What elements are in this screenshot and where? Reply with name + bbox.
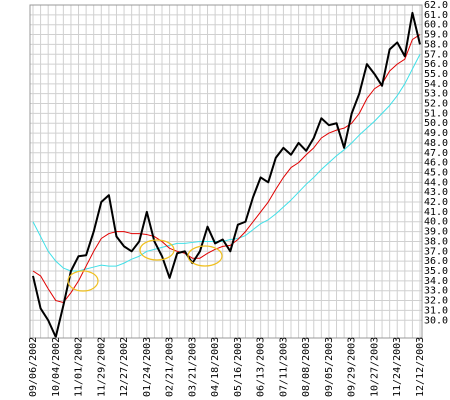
y-tick-label: 47.0 [424, 148, 448, 159]
x-tick-label: 12/27/2002 [119, 337, 130, 397]
x-tick-label: 11/24/2003 [392, 337, 403, 397]
x-tick-label: 02/21/2003 [165, 337, 176, 397]
highlight-ellipse [187, 245, 223, 267]
y-tick-label: 56.0 [424, 59, 448, 70]
y-tick-label: 49.0 [424, 128, 448, 139]
highlight-ellipse [139, 239, 175, 261]
x-tick-label: 09/06/2002 [28, 337, 39, 397]
grid [30, 4, 422, 338]
series-line [32, 11, 421, 339]
y-tick-label: 30.0 [424, 315, 448, 326]
y-tick-label: 52.0 [424, 99, 448, 110]
y-tick-label: 33.0 [424, 286, 448, 297]
y-tick-label: 39.0 [424, 227, 448, 238]
y-tick-label: 46.0 [424, 158, 448, 169]
x-tick-label: 09/29/2003 [347, 337, 358, 397]
x-tick-label: 11/01/2002 [74, 337, 85, 397]
x-tick-label: 12/12/2003 [415, 337, 426, 397]
plot-frame [29, 4, 423, 339]
x-tick-label: 08/08/2003 [301, 337, 312, 397]
x-tick-label: 11/29/2002 [96, 337, 107, 397]
x-tick-label: 10/27/2003 [369, 337, 380, 397]
axis-labels: 30.031.032.033.034.035.036.037.038.039.0… [28, 0, 448, 397]
x-tick-label: 01/24/2003 [142, 337, 153, 397]
y-tick-label: 58.0 [424, 39, 448, 50]
y-tick-label: 31.0 [424, 305, 448, 316]
y-tick-label: 36.0 [424, 256, 448, 267]
y-tick-label: 38.0 [424, 236, 448, 247]
x-tick-label: 03/21/2003 [187, 337, 198, 397]
x-tick-label: 06/13/2003 [256, 337, 267, 397]
highlights [67, 239, 223, 292]
y-tick-label: 40.0 [424, 217, 448, 228]
series-line [32, 54, 421, 272]
x-tick-label: 05/16/2003 [233, 337, 244, 397]
highlight-ellipse [67, 270, 99, 292]
y-tick-label: 44.0 [424, 177, 448, 188]
y-tick-label: 62.0 [424, 0, 448, 11]
y-tick-label: 37.0 [424, 246, 448, 257]
y-tick-label: 57.0 [424, 49, 448, 60]
y-tick-label: 35.0 [424, 266, 448, 277]
y-tick-label: 51.0 [424, 108, 448, 119]
x-tick-label: 04/18/2003 [210, 337, 221, 397]
y-tick-label: 53.0 [424, 89, 448, 100]
y-tick-label: 54.0 [424, 79, 448, 90]
y-tick-label: 50.0 [424, 118, 448, 129]
y-tick-label: 45.0 [424, 167, 448, 178]
y-tick-label: 59.0 [424, 30, 448, 41]
y-tick-label: 41.0 [424, 207, 448, 218]
y-tick-label: 43.0 [424, 187, 448, 198]
y-tick-label: 32.0 [424, 296, 448, 307]
y-tick-label: 42.0 [424, 197, 448, 208]
x-tick-label: 09/05/2003 [324, 337, 335, 397]
y-tick-label: 60.0 [424, 20, 448, 31]
y-tick-label: 61.0 [424, 10, 448, 21]
x-tick-label: 10/04/2002 [51, 337, 62, 397]
plot [32, 11, 421, 339]
y-tick-label: 55.0 [424, 69, 448, 80]
x-tick-label: 07/11/2003 [278, 337, 289, 397]
y-tick-label: 34.0 [424, 276, 448, 287]
y-tick-label: 48.0 [424, 138, 448, 149]
